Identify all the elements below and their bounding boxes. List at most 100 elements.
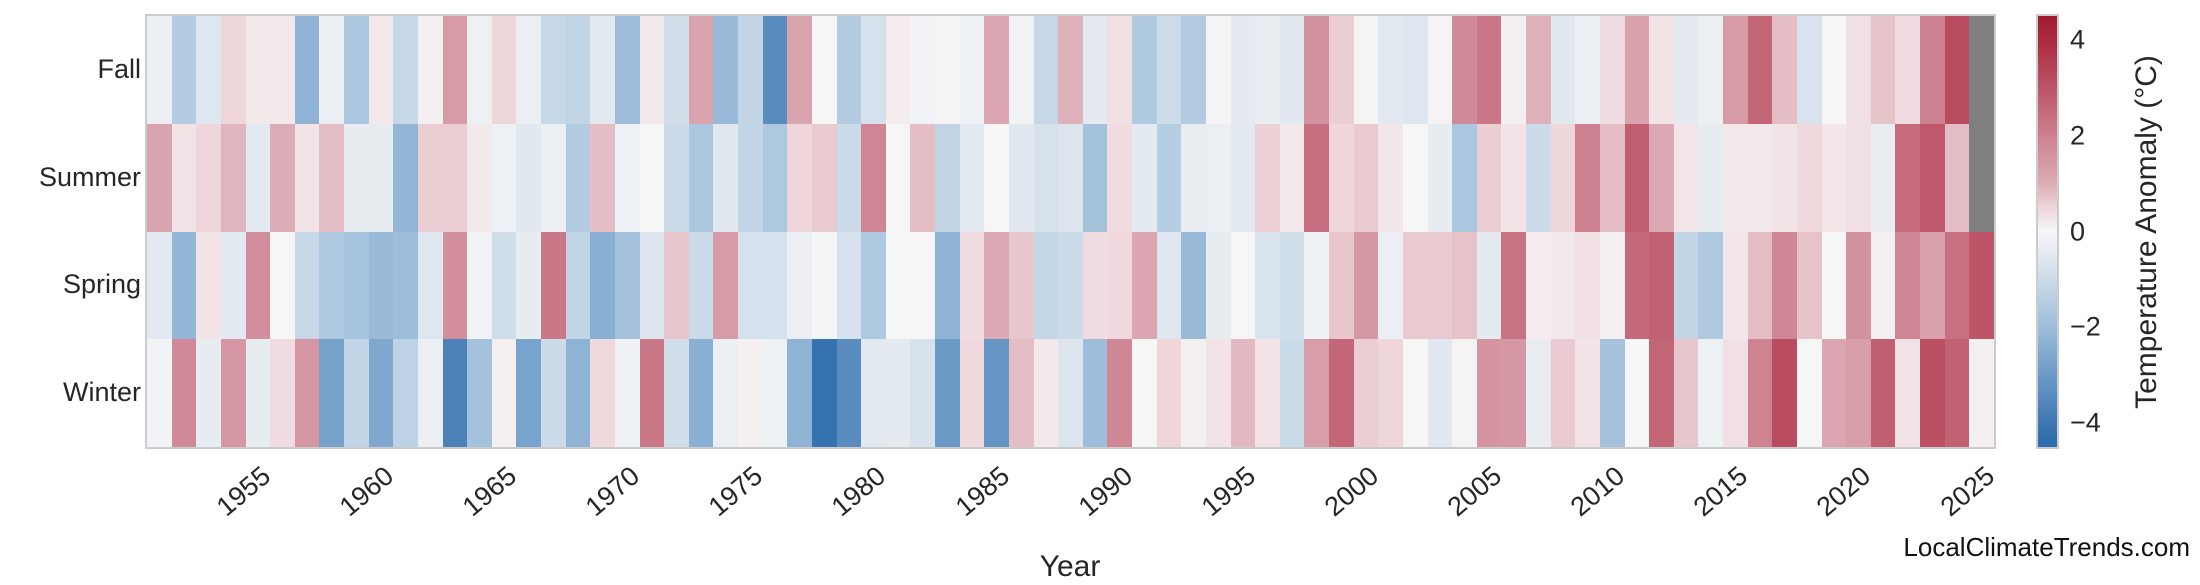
heatmap-cell bbox=[910, 16, 936, 124]
heatmap-cell bbox=[1353, 231, 1379, 340]
heatmap-cell bbox=[1821, 231, 1847, 340]
heatmap-cell bbox=[984, 339, 1009, 447]
heatmap-cell bbox=[1870, 16, 1896, 124]
heatmap-cell bbox=[1378, 231, 1403, 340]
heatmap-cell bbox=[220, 231, 246, 340]
heatmap-cell bbox=[1673, 16, 1699, 124]
heatmap-cell bbox=[1353, 339, 1379, 447]
heatmap-cell bbox=[787, 339, 812, 447]
heatmap-cell bbox=[393, 231, 418, 340]
row-label-spring: Spring bbox=[62, 269, 141, 300]
heatmap-cell bbox=[491, 339, 517, 447]
heatmap-cell bbox=[516, 123, 542, 232]
heatmap-cell bbox=[1082, 339, 1108, 447]
heatmap-cell bbox=[565, 16, 591, 124]
heatmap-cell bbox=[270, 16, 295, 124]
heatmap-cell bbox=[491, 16, 517, 124]
heatmap-cell bbox=[1846, 16, 1871, 124]
heatmap-cell bbox=[1452, 339, 1477, 447]
heatmap-cell bbox=[1205, 16, 1231, 124]
heatmap-cell bbox=[467, 231, 492, 340]
heatmap-cell bbox=[442, 339, 468, 447]
heatmap-cell bbox=[1624, 123, 1650, 232]
heatmap-cell bbox=[344, 231, 369, 340]
heatmap-cell bbox=[1698, 16, 1724, 124]
heatmap-cell bbox=[196, 16, 221, 124]
heatmap-cell bbox=[1181, 339, 1206, 447]
heatmap-cell bbox=[1575, 123, 1600, 232]
x-tick-label-1965: 1965 bbox=[456, 460, 523, 523]
heatmap-cell bbox=[1550, 231, 1576, 340]
heatmap-cell bbox=[639, 16, 665, 124]
heatmap-cell bbox=[1082, 16, 1108, 124]
heatmap-cell bbox=[1673, 123, 1699, 232]
heatmap-cell bbox=[590, 231, 615, 340]
heatmap-cell bbox=[1723, 231, 1748, 340]
heatmap-cell bbox=[270, 339, 295, 447]
heatmap-cell bbox=[1156, 123, 1182, 232]
heatmap-cell bbox=[1575, 16, 1600, 124]
heatmap-cell bbox=[417, 16, 443, 124]
heatmap-cell bbox=[1329, 16, 1354, 124]
heatmap-cell bbox=[1378, 123, 1403, 232]
heatmap-cell bbox=[368, 339, 394, 447]
heatmap-cell bbox=[713, 339, 739, 447]
heatmap-cell bbox=[1279, 339, 1305, 447]
heatmap-cell bbox=[368, 123, 394, 232]
heatmap-cell bbox=[885, 339, 911, 447]
heatmap-cell bbox=[1452, 123, 1477, 232]
heatmap-cell bbox=[614, 231, 640, 340]
heatmap-cell bbox=[1895, 339, 1921, 447]
heatmap-cell bbox=[836, 339, 862, 447]
heatmap-cell bbox=[1329, 231, 1354, 340]
heatmap-cell bbox=[836, 231, 862, 340]
heatmap-cell bbox=[1033, 339, 1059, 447]
heatmap-cell bbox=[1624, 231, 1650, 340]
heatmap-cell bbox=[1526, 339, 1551, 447]
heatmap-cell bbox=[1402, 123, 1428, 232]
heatmap-cell bbox=[590, 16, 615, 124]
heatmap-cell bbox=[885, 16, 911, 124]
heatmap-cell bbox=[836, 123, 862, 232]
heatmap-cell bbox=[1082, 123, 1108, 232]
heatmap-cell bbox=[1870, 231, 1896, 340]
heatmap-cell bbox=[1230, 123, 1256, 232]
heatmap-cell bbox=[245, 231, 271, 340]
heatmap-cell bbox=[861, 231, 886, 340]
heatmap-cell bbox=[147, 339, 172, 447]
heatmap-cell bbox=[1033, 123, 1059, 232]
heatmap-cell bbox=[1255, 123, 1280, 232]
heatmap-cell bbox=[541, 16, 566, 124]
x-tick-label-1970: 1970 bbox=[579, 460, 646, 523]
heatmap-cell bbox=[935, 231, 960, 340]
heatmap-cell bbox=[1008, 123, 1034, 232]
heatmap-cell bbox=[1649, 123, 1674, 232]
heatmap-cell bbox=[639, 123, 665, 232]
heatmap-cell bbox=[1599, 123, 1625, 232]
heatmap-cell bbox=[935, 339, 960, 447]
heatmap-cell bbox=[1846, 123, 1871, 232]
colorbar-tick-label: −2 bbox=[2070, 311, 2101, 342]
heatmap-cell bbox=[1501, 231, 1527, 340]
heatmap-cell bbox=[738, 123, 763, 232]
heatmap-cell bbox=[245, 16, 271, 124]
heatmap-cell bbox=[1427, 231, 1453, 340]
heatmap-cell bbox=[541, 123, 566, 232]
heatmap-cell bbox=[147, 16, 172, 124]
heatmap-cell bbox=[565, 231, 591, 340]
heatmap-cell bbox=[1476, 339, 1502, 447]
heatmap-cell bbox=[688, 123, 714, 232]
heatmap-cell bbox=[910, 339, 936, 447]
heatmap-cell bbox=[959, 16, 985, 124]
heatmap-cell bbox=[319, 16, 344, 124]
heatmap-cell bbox=[959, 231, 985, 340]
heatmap-cell bbox=[614, 123, 640, 232]
heatmap-cell bbox=[1673, 339, 1699, 447]
heatmap-cell bbox=[516, 231, 542, 340]
x-tick-label-1980: 1980 bbox=[826, 460, 892, 523]
heatmap-cell bbox=[344, 123, 369, 232]
heatmap-cell bbox=[1107, 16, 1133, 124]
heatmap-cell bbox=[442, 123, 468, 232]
x-tick-label-1955: 1955 bbox=[210, 460, 276, 523]
x-tick-label-1960: 1960 bbox=[333, 460, 399, 523]
